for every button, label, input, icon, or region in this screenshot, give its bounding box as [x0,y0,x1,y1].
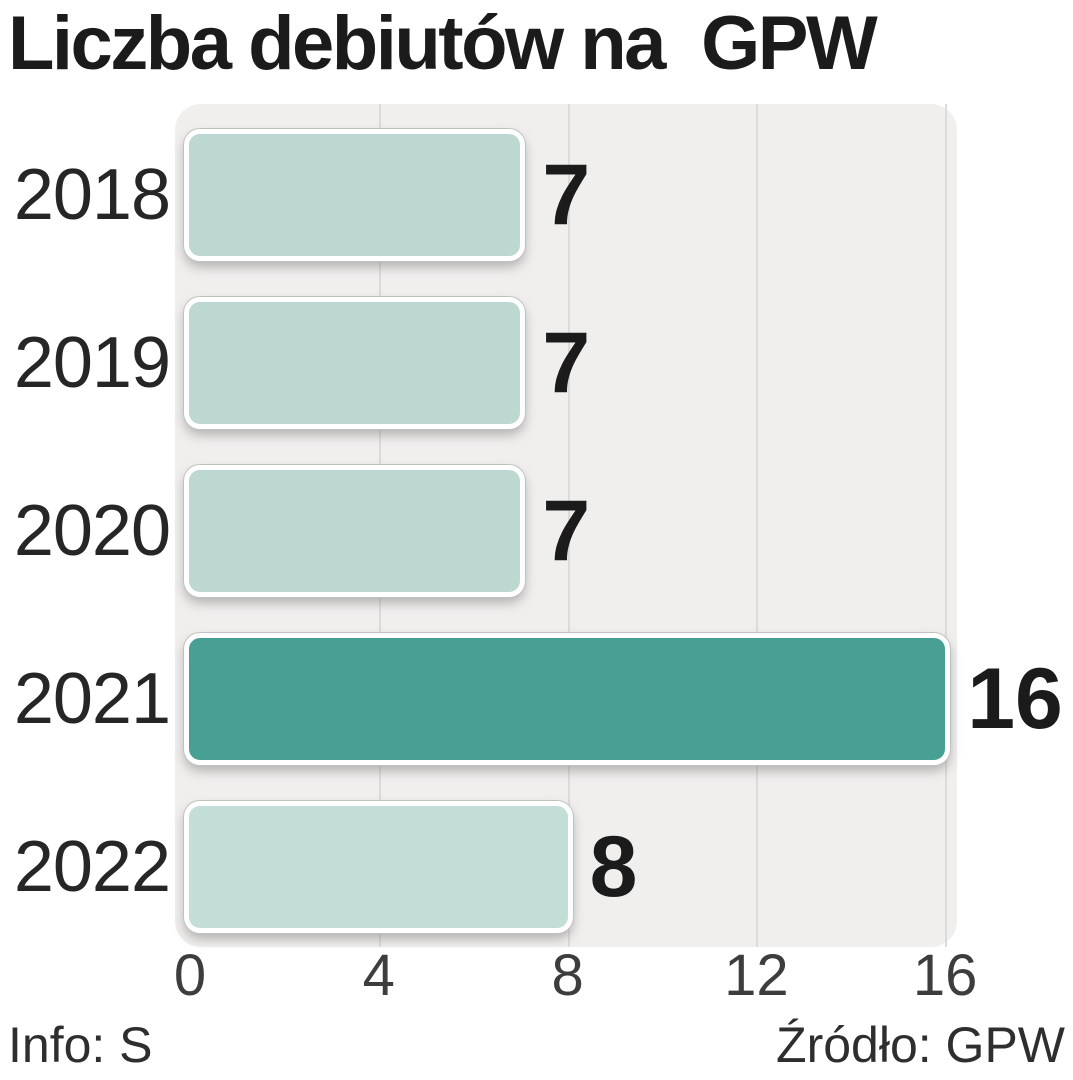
footer-info: Info: S [8,1017,153,1073]
bar-2022 [184,801,573,933]
category-label-2020: 2020 [13,491,171,571]
x-tick-label-0: 0 [173,943,207,1008]
footer-source: Źródło: GPW [776,1017,1065,1073]
value-label-2022: 8 [589,819,638,915]
value-label-2021: 16 [967,651,1063,747]
bar-2019 [184,297,526,429]
value-label-2019: 7 [542,315,591,411]
bar-2020 [184,465,526,597]
category-label-2021: 2021 [13,659,171,739]
gridline-x16 [945,104,948,947]
category-label-2018: 2018 [13,155,171,235]
bar-2021 [184,633,951,765]
x-tick-label-16: 16 [912,943,978,1008]
x-tick-label-8: 8 [551,943,584,1008]
gridline-x8 [567,104,570,947]
bar-2018 [184,129,526,261]
chart-title: Liczba debiutów na GPW [8,1,878,86]
x-tick-label-4: 4 [362,943,395,1008]
category-label-2022: 2022 [13,827,171,907]
gridline-x12 [756,104,759,947]
value-label-2020: 7 [542,483,591,579]
category-label-2019: 2019 [13,323,171,403]
x-tick-label-12: 12 [724,943,789,1008]
value-label-2018: 7 [542,147,591,243]
